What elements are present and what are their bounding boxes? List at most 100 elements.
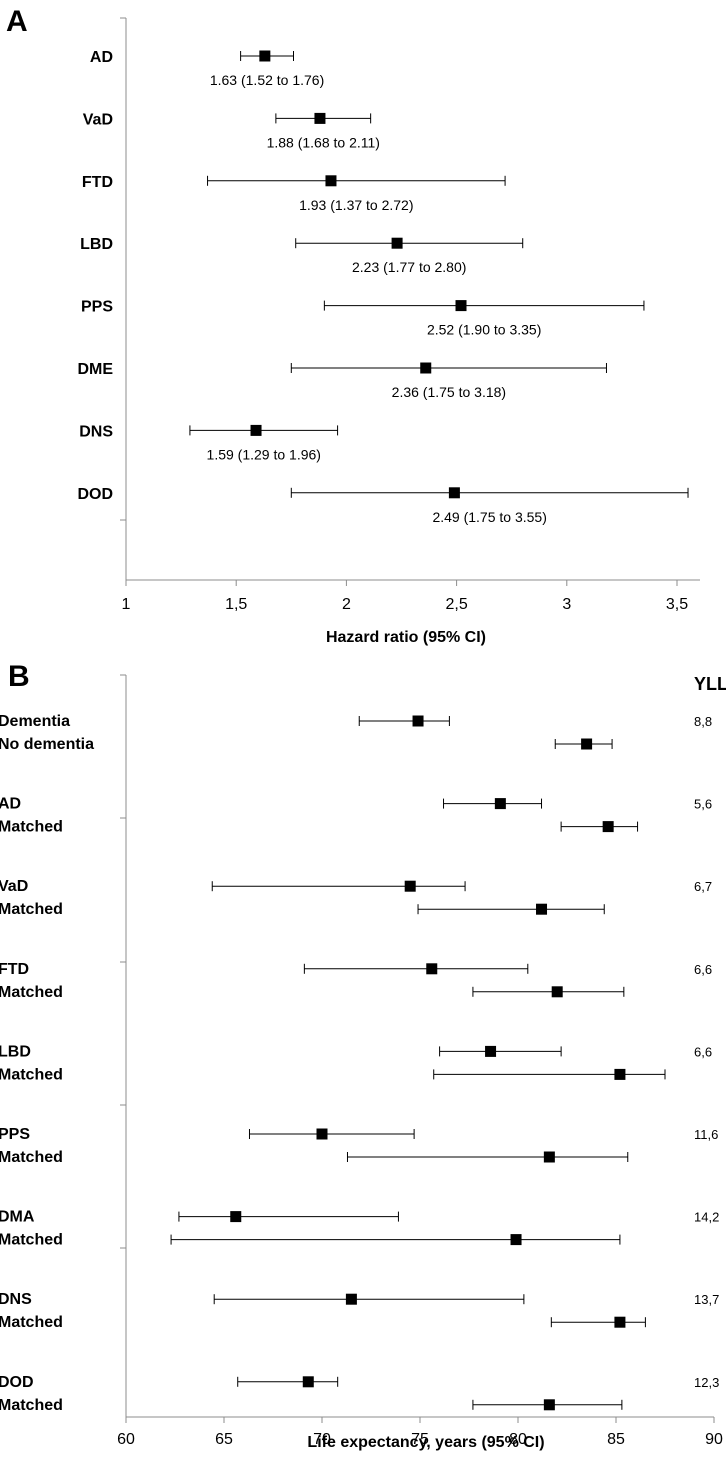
panel-b-row-label: LBD	[0, 1043, 31, 1060]
panel-a-x-tick-label: 2	[342, 596, 351, 613]
panel-b-group: LBD Matched 6,6	[0, 1043, 712, 1083]
panel-b-estimate-marker	[510, 1234, 522, 1246]
panel-b-group: Dementia No dementia 8,8	[0, 713, 712, 753]
panel-b-estimate-marker	[302, 1376, 314, 1388]
panel-a-row-label: FTD	[82, 174, 113, 191]
panel-a-hr-marker	[314, 112, 326, 124]
panel-b-row-label: AD	[0, 796, 21, 813]
panel-a-row: FTD 1.93 (1.37 to 2.72)	[82, 174, 506, 213]
panel-b-x-tick-label: 85	[607, 1431, 625, 1448]
panel-b-x-tick-label: 75	[411, 1431, 429, 1448]
panel-b-estimate-marker	[614, 1316, 626, 1328]
panel-b-group: DNS Matched 13,7	[0, 1291, 719, 1331]
panel-b-group: DOD Matched 12,3	[0, 1374, 719, 1414]
panel-a-row-label: DME	[77, 361, 113, 378]
panel-a-letter: A	[6, 5, 28, 38]
panel-b-group: PPS Matched 11,6	[0, 1126, 718, 1166]
panel-b-estimate-marker	[543, 1151, 555, 1163]
panel-b-row-label: VaD	[0, 878, 28, 895]
panel-a: A 1 1,5 2 2,5 3 3,5 AD 1.63 (1.52 to 1.76) VaD 1…	[6, 5, 700, 646]
panel-b-x-tick-label: 80	[509, 1431, 527, 1448]
panel-b-x-tick-label: 70	[313, 1431, 331, 1448]
panel-a-row: LBD 2.23 (1.77 to 2.80)	[80, 236, 524, 275]
panel-b-group: DMA Matched 14,2	[0, 1209, 719, 1249]
panel-b-yll-value: 11,6	[694, 1127, 718, 1142]
yll-header: YLL	[694, 674, 726, 694]
panel-b-estimate-marker	[412, 715, 424, 727]
panel-b-row-label: No dementia	[0, 736, 94, 753]
panel-b-row-label: DOD	[0, 1374, 34, 1391]
panel-b-estimate-marker	[345, 1293, 357, 1305]
panel-b-letter: B	[8, 660, 30, 693]
panel-a-x-axis-title: Hazard ratio (95% CI)	[326, 629, 486, 646]
panel-b-yll-value: 13,7	[694, 1292, 719, 1307]
panel-b-yll-value: 14,2	[694, 1210, 719, 1225]
panel-a-x-tick-label: 2,5	[445, 596, 467, 613]
panel-a-hr-value-label: 2.23 (1.77 to 2.80)	[352, 259, 466, 275]
panel-b-row-label: Matched	[0, 984, 63, 1001]
panel-b: B YLL 60 65 70 75 80 85 90 Dementia No dementia…	[0, 660, 726, 1451]
panel-b-estimate-marker	[602, 821, 614, 833]
panel-b-row-label: Matched	[0, 1397, 63, 1414]
panel-a-hr-marker	[250, 424, 262, 436]
panel-a-hr-marker	[448, 487, 460, 499]
panel-a-hr-value-label: 1.59 (1.29 to 1.96)	[207, 446, 321, 462]
panel-b-estimate-marker	[316, 1128, 328, 1140]
panel-a-hr-value-label: 1.93 (1.37 to 2.72)	[299, 197, 413, 213]
panel-b-estimate-marker	[230, 1211, 242, 1223]
panel-b-group: AD Matched 5,6	[0, 796, 712, 836]
panel-a-row-label: VaD	[83, 111, 113, 128]
panel-b-estimate-marker	[614, 1068, 626, 1080]
panel-a-x-tick-label: 3,5	[666, 596, 688, 613]
panel-a-row: DME 2.36 (1.75 to 3.18)	[77, 361, 607, 400]
panel-b-row-label: Matched	[0, 901, 63, 918]
panel-a-row: PPS 2.52 (1.90 to 3.35)	[81, 299, 645, 338]
panel-a-x-tick-label: 3	[562, 596, 571, 613]
panel-b-yll-value: 5,6	[694, 797, 712, 812]
panel-a-row-label: AD	[90, 49, 113, 66]
panel-b-yll-value: 6,6	[694, 962, 712, 977]
panel-b-row-label: Dementia	[0, 713, 70, 730]
panel-b-row-label: Matched	[0, 1314, 63, 1331]
panel-a-hr-value-label: 1.88 (1.68 to 2.11)	[267, 134, 380, 150]
panel-b-estimate-marker	[426, 963, 438, 975]
panel-a-hr-marker	[259, 50, 271, 62]
panel-b-x-axis-title: Life expectancy, years (95% CI)	[307, 1434, 544, 1451]
panel-b-row-label: FTD	[0, 961, 29, 978]
panel-a-hr-value-label: 2.52 (1.90 to 3.35)	[427, 322, 541, 338]
panel-a-row: DNS 1.59 (1.29 to 1.96)	[79, 423, 339, 462]
panel-b-estimate-marker	[536, 903, 548, 915]
panel-a-row: DOD 2.49 (1.75 to 3.55)	[77, 486, 689, 525]
panel-b-x-tick-label: 60	[117, 1431, 135, 1448]
panel-b-estimate-marker	[543, 1399, 555, 1411]
panel-a-row-label: LBD	[80, 236, 113, 253]
panel-b-row-label: DMA	[0, 1209, 35, 1226]
panel-b-yll-value: 12,3	[694, 1375, 719, 1390]
panel-a-hr-marker	[420, 362, 432, 374]
panel-b-yll-value: 6,6	[694, 1044, 712, 1059]
panel-a-hr-marker	[455, 300, 467, 312]
panel-a-x-tick-label: 1	[122, 596, 131, 613]
panel-a-row-label: DNS	[79, 423, 113, 440]
panel-a-row: VaD 1.88 (1.68 to 2.11)	[83, 111, 380, 150]
panel-b-yll-value: 8,8	[694, 714, 712, 729]
panel-b-yll-value: 6,7	[694, 879, 712, 894]
panel-b-estimate-marker	[404, 880, 416, 892]
panel-b-row-label: DNS	[0, 1291, 32, 1308]
panel-b-row-label: PPS	[0, 1126, 30, 1143]
panel-a-x-tick-label: 1,5	[225, 596, 247, 613]
panel-a-row: AD 1.63 (1.52 to 1.76)	[90, 49, 324, 88]
panel-b-x-tick-label: 90	[705, 1431, 723, 1448]
panel-a-hr-value-label: 2.49 (1.75 to 3.55)	[432, 509, 546, 525]
panel-a-hr-marker	[391, 237, 403, 249]
panel-b-x-tick-label: 65	[215, 1431, 233, 1448]
panel-b-estimate-marker	[581, 738, 593, 750]
panel-a-hr-marker	[325, 175, 337, 187]
panel-b-estimate-marker	[551, 986, 563, 998]
panel-b-row-label: Matched	[0, 1232, 63, 1249]
panel-b-row-label: Matched	[0, 1149, 63, 1166]
panel-b-group: VaD Matched 6,7	[0, 878, 712, 918]
panel-b-estimate-marker	[485, 1045, 497, 1057]
panel-b-group: FTD Matched 6,6	[0, 961, 712, 1001]
